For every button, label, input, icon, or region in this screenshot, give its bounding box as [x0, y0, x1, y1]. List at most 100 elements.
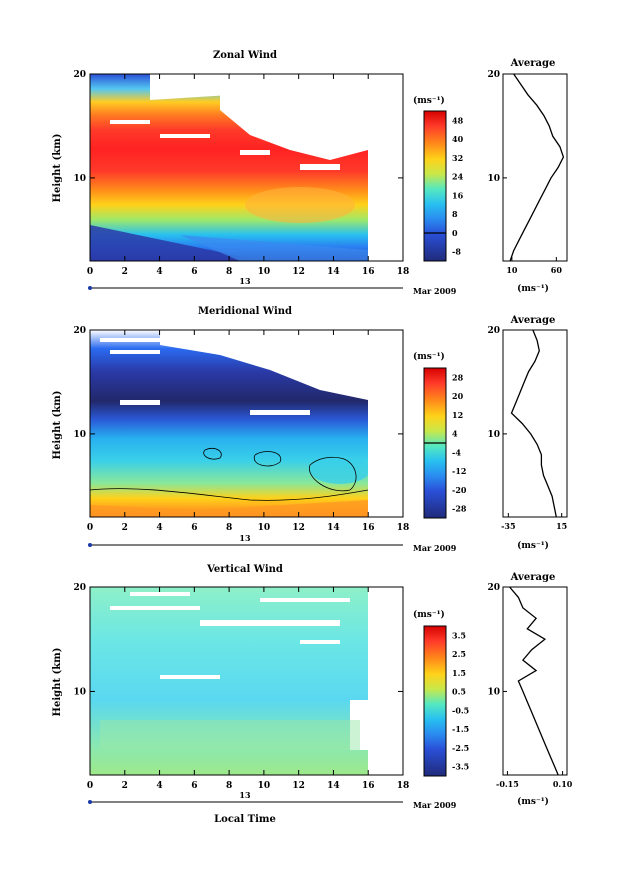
x-tick-label: 8: [226, 267, 232, 277]
y-tick-label: 10: [73, 430, 86, 440]
svg-text:(ms⁻¹): (ms⁻¹): [517, 796, 549, 807]
colorbar-label: 2.5: [452, 649, 466, 659]
vertical-average-profile: [509, 586, 559, 776]
avg-x-tick-label: -35: [501, 521, 515, 531]
x-tick-label: 6: [191, 267, 197, 277]
x-tick-label: 2: [122, 267, 128, 277]
avg-y-tick-label: 20: [487, 70, 500, 80]
x-tick-label: 16: [362, 523, 375, 533]
x-tick-label: 12: [292, 267, 305, 277]
avg-y-tick-label: 10: [487, 687, 500, 697]
svg-text:13: 13: [239, 276, 251, 286]
meridional-panel: Meridional Wind 10 20 Height (km) 0 2 4 6 8 10…: [52, 306, 568, 553]
y-tick-label: 20: [73, 70, 86, 80]
meridional-average: Average 10 20 -35 15 (ms⁻¹): [487, 315, 568, 551]
svg-text:(ms⁻¹): (ms⁻¹): [413, 609, 445, 620]
x-tick-label: 10: [258, 267, 271, 277]
x-tick-label: 18: [397, 267, 410, 277]
y-tick-label: 20: [73, 326, 86, 336]
x-tick-label: 0: [87, 523, 93, 533]
meridional-y-ticks: 10 20: [73, 326, 403, 440]
y-tick-label: 10: [73, 687, 86, 697]
svg-text:(ms⁻¹): (ms⁻¹): [517, 540, 549, 551]
zonal-average: Average 10 20 10 60 (ms⁻¹): [487, 58, 568, 294]
svg-text:(ms⁻¹): (ms⁻¹): [413, 95, 445, 106]
zonal-average-profile: [509, 73, 565, 262]
y-tick-label: 10: [73, 174, 86, 184]
meridional-colorbar: (ms⁻¹) 28 20 12 4 -4 -12 -20 -28: [413, 351, 467, 519]
vertical-average: Average 10 20 -0.15 0.10 (ms⁻¹): [487, 572, 572, 807]
x-tick-label: 4: [156, 267, 162, 277]
zonal-title: Zonal Wind: [213, 50, 277, 61]
x-tick-label: 6: [191, 523, 197, 533]
svg-text:Mar 2009: Mar 2009: [413, 286, 457, 296]
svg-text:Average: Average: [510, 572, 556, 583]
x-tick-label: 10: [258, 523, 271, 533]
x-tick-label: 6: [191, 781, 197, 791]
colorbar-label: -1.5: [452, 724, 469, 734]
colorbar-label: 24: [452, 172, 464, 182]
x-tick-label: 2: [122, 523, 128, 533]
colorbar-label: 0.5: [452, 687, 466, 697]
colorbar-label: -12: [452, 466, 466, 476]
x-tick-label: 2: [122, 781, 128, 791]
zonal-y-ticks: 10 20: [73, 70, 403, 184]
colorbar-label: -28: [452, 504, 467, 514]
colorbar-label: 32: [452, 153, 463, 163]
meridional-field: [90, 330, 368, 517]
colorbar-label: 4: [452, 429, 458, 439]
avg-y-tick-label: 10: [487, 174, 500, 184]
svg-text:Mar 2009: Mar 2009: [413, 800, 457, 810]
x-tick-label: 14: [327, 523, 340, 533]
vertical-colorbar: (ms⁻¹) 3.5 2.5 1.5 0.5 -0.5 -1.5 -2.5 -3.5: [413, 609, 469, 777]
x-tick-label: 10: [258, 781, 271, 791]
vertical-y-ticks: 10 20: [73, 583, 403, 697]
colorbar-label: 12: [452, 410, 463, 420]
colorbar-label: -20: [452, 485, 467, 495]
x-tick-label: 8: [226, 523, 232, 533]
x-tick-label: 4: [156, 781, 162, 791]
vertical-ylabel: Height (km): [52, 648, 63, 717]
meridional-ylabel: Height (km): [52, 391, 63, 460]
svg-text:Average: Average: [510, 315, 556, 326]
vertical-title: Vertical Wind: [206, 564, 283, 575]
x-tick-label: 12: [292, 781, 305, 791]
x-tick-label: 18: [397, 781, 410, 791]
colorbar-label: 16: [452, 190, 464, 200]
zonal-x-ticks: 0 2 4 6 8 10 12 14 16 18: [87, 74, 409, 277]
avg-x-tick-label: 15: [556, 521, 567, 531]
x-axis-title: Local Time: [214, 814, 276, 825]
colorbar-label: -0.5: [452, 705, 469, 715]
meridional-x-ticks: 0 2 4 6 8 10 12 14 16 18: [87, 330, 409, 533]
meridional-contours: [89, 447, 369, 501]
avg-x-tick-label: 0.10: [553, 779, 573, 789]
svg-text:(ms⁻¹): (ms⁻¹): [413, 351, 445, 362]
svg-text:(ms⁻¹): (ms⁻¹): [517, 283, 549, 294]
meridional-day-bar: 13 Mar 2009: [88, 533, 457, 553]
avg-x-tick-label: 60: [551, 265, 563, 275]
avg-y-tick-label: 10: [487, 430, 500, 440]
svg-text:13: 13: [239, 790, 251, 800]
vertical-frame: [89, 586, 404, 776]
y-tick-label: 20: [73, 583, 86, 593]
meridional-frame: [89, 329, 404, 518]
zonal-day-bar: 13 Mar 2009: [88, 276, 457, 296]
x-tick-label: 4: [156, 523, 162, 533]
avg-y-tick-label: 20: [487, 326, 500, 336]
x-tick-label: 14: [327, 781, 340, 791]
meridional-title: Meridional Wind: [198, 306, 292, 317]
vertical-day-bar: 13 Mar 2009: [88, 790, 457, 810]
colorbar-label: -2.5: [452, 743, 469, 753]
svg-text:Mar 2009: Mar 2009: [413, 543, 457, 553]
vertical-x-ticks: 0 2 4 6 8 10 12 14 16 18: [87, 587, 409, 791]
colorbar-label: 1.5: [452, 668, 466, 678]
colorbar-label: 3.5: [452, 630, 466, 640]
zonal-ylabel: Height (km): [52, 134, 63, 203]
zonal-frame: [89, 73, 404, 262]
colorbar-label: 28: [452, 372, 464, 382]
colorbar-label: 20: [452, 391, 464, 401]
colorbar-label: 0: [452, 228, 458, 238]
colorbar-label: 8: [452, 209, 458, 219]
